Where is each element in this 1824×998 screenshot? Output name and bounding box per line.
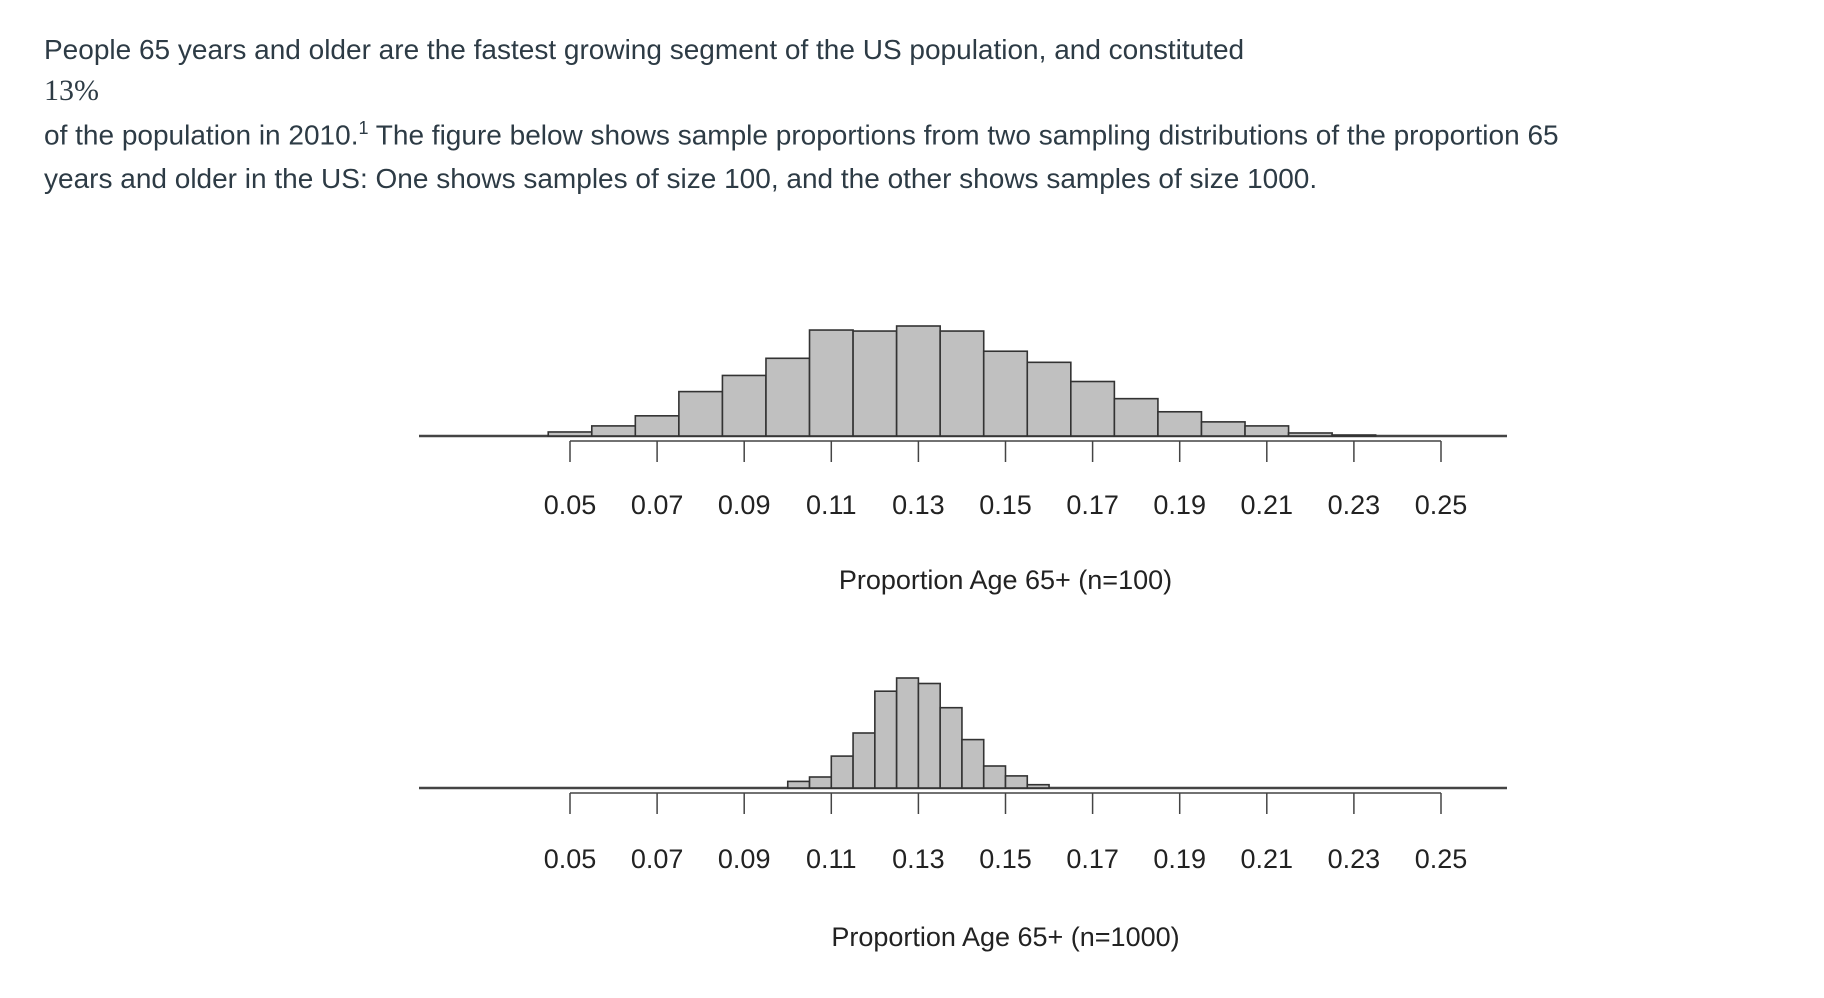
histogram-bar	[1113, 397, 1159, 437]
x-tick-label: 0.05	[544, 844, 597, 874]
histogram-bar	[808, 329, 854, 437]
x-tick-label: 0.21	[1241, 844, 1294, 874]
x-tick-label: 0.09	[718, 844, 771, 874]
x-tick-label: 0.17	[1066, 844, 1119, 874]
histogram-bar	[1200, 421, 1246, 437]
histogram-bar	[895, 677, 920, 789]
intro-line-2-rest: The figure below shows sample proportion…	[368, 119, 1559, 151]
histogram-bar	[1287, 432, 1333, 437]
histogram-bar	[786, 780, 811, 789]
histogram-bar	[634, 415, 680, 437]
histogram-bar	[982, 765, 1007, 789]
x-tick-label: 0.17	[1066, 490, 1119, 520]
x-tick-label: 0.11	[806, 490, 857, 520]
x-tick-label: 0.13	[892, 844, 945, 874]
x-tick-label: 0.05	[544, 490, 597, 520]
histogram-bar	[547, 431, 593, 437]
histogram-bar	[961, 738, 985, 789]
histogram-bar	[1331, 434, 1377, 437]
histogram-bar	[852, 732, 876, 789]
x-tick-label: 0.07	[631, 490, 684, 520]
x-tick-label: 0.09	[718, 490, 771, 520]
x-tick-label: 0.15	[979, 490, 1032, 520]
histogram-bar	[1244, 425, 1290, 437]
histogram-bar	[939, 330, 985, 437]
histogram-bar	[590, 425, 637, 437]
histogram-bar	[852, 330, 898, 437]
histogram-bar	[939, 706, 963, 789]
x-tick-label: 0.19	[1153, 490, 1206, 520]
histogram-bar	[982, 350, 1029, 437]
x-tick-label: 0.23	[1328, 844, 1381, 874]
intro-line-3: years and older in the US: One shows sam…	[44, 163, 1318, 194]
x-axis-label: Proportion Age 65+ (n=1000)	[831, 922, 1179, 952]
footnote-link[interactable]: 1	[358, 118, 369, 138]
x-tick-label: 0.11	[806, 844, 857, 874]
histogram-bar	[765, 357, 811, 437]
x-tick-label: 0.15	[979, 844, 1032, 874]
histogram-bar	[874, 690, 898, 789]
x-tick-label: 0.23	[1328, 490, 1381, 520]
histogram-bar	[1157, 410, 1203, 437]
x-tick-label: 0.07	[631, 844, 684, 874]
x-tick-label: 0.13	[892, 490, 945, 520]
x-axis-label: Proportion Age 65+ (n=100)	[839, 565, 1172, 595]
math-value-13-percent: 13%	[44, 74, 99, 107]
x-tick-label: 0.25	[1415, 844, 1468, 874]
x-tick-label: 0.21	[1241, 490, 1294, 520]
histogram-bar	[1070, 380, 1116, 437]
histogram-bar	[808, 776, 833, 789]
histogram-2: 0.05 0.07 0.09 0.11 0.13 0.15 0.17 0.19 0.21 0.23…	[419, 677, 1507, 952]
histogram-1: 0.05 0.07 0.09 0.11 0.13 0.15 0.17 0.19 0.21 0.23…	[419, 325, 1507, 595]
histogram-bar	[895, 325, 941, 437]
histogram-bar	[721, 374, 767, 437]
histogram-bar	[917, 682, 941, 789]
histogram-bar	[1026, 783, 1050, 789]
x-tick-label: 0.25	[1415, 490, 1468, 520]
histogram-bar	[678, 390, 724, 437]
intro-line-1: People 65 years and older are the fastes…	[44, 34, 1245, 65]
histogram-bar	[1004, 775, 1029, 789]
intro-line-2-text: of the population in 2010.	[44, 119, 359, 151]
x-tick-label: 0.19	[1153, 844, 1206, 874]
histogram-bar	[830, 755, 854, 789]
histogram-bar	[1026, 361, 1072, 437]
intro-line-2: of the population in 2010.1 The figure b…	[44, 118, 1559, 151]
